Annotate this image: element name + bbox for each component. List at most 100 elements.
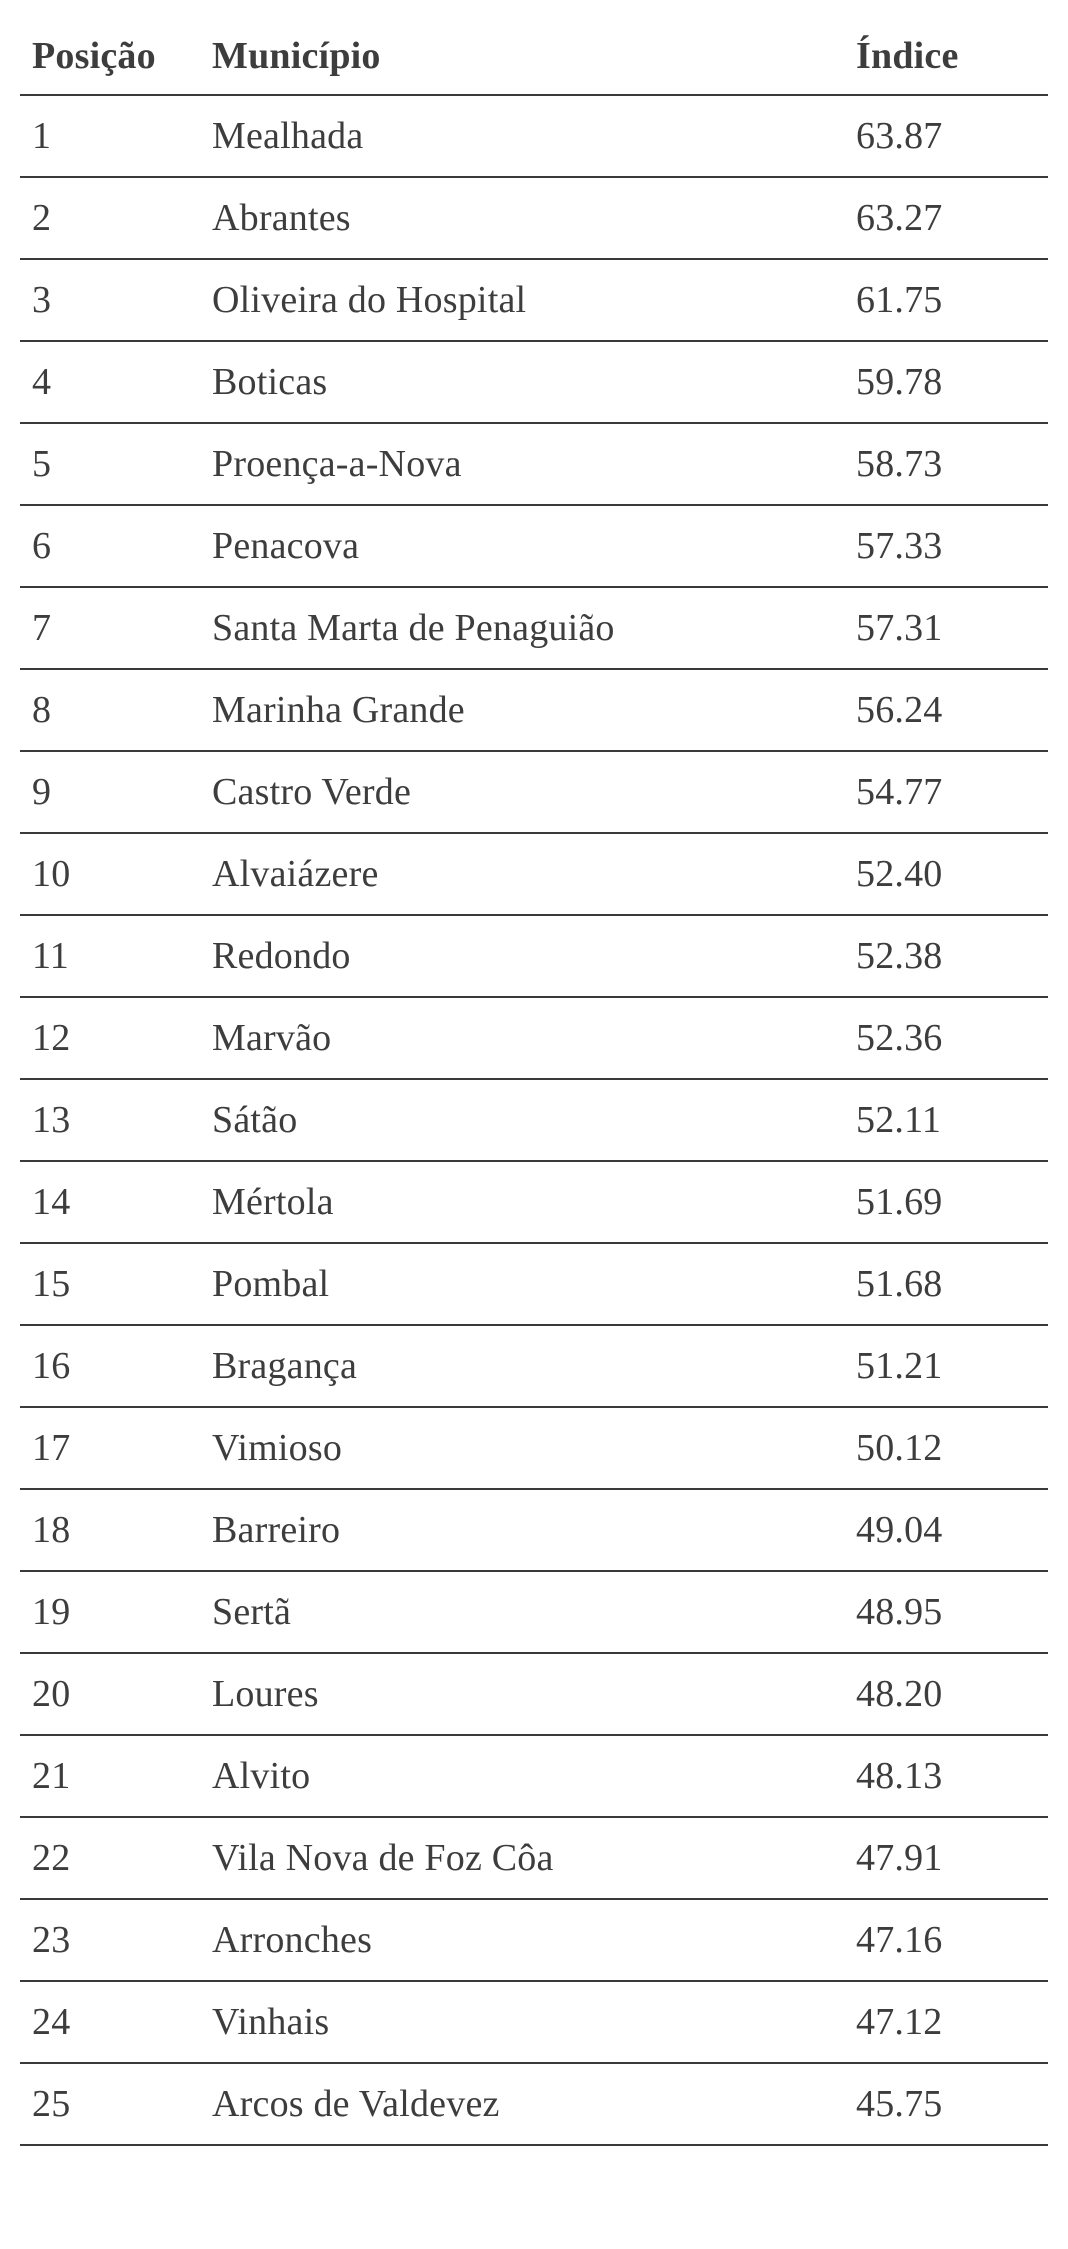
cell-posicao: 7 — [32, 606, 212, 650]
cell-posicao: 20 — [32, 1672, 212, 1716]
table-row: 18Barreiro49.04 — [20, 1490, 1048, 1572]
cell-municipio: Marvão — [212, 1016, 856, 1060]
cell-indice: 48.20 — [856, 1672, 1036, 1716]
cell-posicao: 14 — [32, 1180, 212, 1224]
table-row: 24Vinhais47.12 — [20, 1982, 1048, 2064]
cell-posicao: 9 — [32, 770, 212, 814]
cell-indice: 51.69 — [856, 1180, 1036, 1224]
header-posicao: Posição — [32, 34, 212, 78]
cell-municipio: Abrantes — [212, 196, 856, 240]
header-municipio: Município — [212, 34, 856, 78]
table-row: 16Bragança51.21 — [20, 1326, 1048, 1408]
table-row: 21Alvito48.13 — [20, 1736, 1048, 1818]
cell-posicao: 18 — [32, 1508, 212, 1552]
cell-posicao: 6 — [32, 524, 212, 568]
cell-posicao: 12 — [32, 1016, 212, 1060]
cell-posicao: 11 — [32, 934, 212, 978]
cell-indice: 58.73 — [856, 442, 1036, 486]
cell-posicao: 10 — [32, 852, 212, 896]
cell-posicao: 22 — [32, 1836, 212, 1880]
cell-posicao: 23 — [32, 1918, 212, 1962]
cell-posicao: 25 — [32, 2082, 212, 2126]
cell-municipio: Oliveira do Hospital — [212, 278, 856, 322]
cell-posicao: 13 — [32, 1098, 212, 1142]
table-row: 3Oliveira do Hospital61.75 — [20, 260, 1048, 342]
table-row: 11Redondo52.38 — [20, 916, 1048, 998]
table-row: 23Arronches47.16 — [20, 1900, 1048, 1982]
cell-posicao: 16 — [32, 1344, 212, 1388]
cell-indice: 49.04 — [856, 1508, 1036, 1552]
cell-municipio: Proença-a-Nova — [212, 442, 856, 486]
table-body: 1Mealhada63.872Abrantes63.273Oliveira do… — [20, 96, 1048, 2146]
cell-indice: 51.21 — [856, 1344, 1036, 1388]
table-row: 8Marinha Grande56.24 — [20, 670, 1048, 752]
cell-municipio: Castro Verde — [212, 770, 856, 814]
table-header-row: Posição Município Índice — [20, 20, 1048, 96]
cell-municipio: Arcos de Valdevez — [212, 2082, 856, 2126]
cell-indice: 52.11 — [856, 1098, 1036, 1142]
cell-municipio: Marinha Grande — [212, 688, 856, 732]
cell-indice: 61.75 — [856, 278, 1036, 322]
cell-indice: 45.75 — [856, 2082, 1036, 2126]
municipality-ranking-table: Posição Município Índice 1Mealhada63.872… — [20, 20, 1048, 2146]
cell-posicao: 17 — [32, 1426, 212, 1470]
cell-municipio: Alvaiázere — [212, 852, 856, 896]
cell-indice: 52.38 — [856, 934, 1036, 978]
cell-indice: 47.16 — [856, 1918, 1036, 1962]
table-row: 6Penacova57.33 — [20, 506, 1048, 588]
cell-municipio: Mértola — [212, 1180, 856, 1224]
table-row: 13Sátão52.11 — [20, 1080, 1048, 1162]
table-row: 2Abrantes63.27 — [20, 178, 1048, 260]
table-row: 22Vila Nova de Foz Côa47.91 — [20, 1818, 1048, 1900]
table-row: 4Boticas59.78 — [20, 342, 1048, 424]
cell-municipio: Loures — [212, 1672, 856, 1716]
cell-indice: 63.87 — [856, 114, 1036, 158]
table-row: 1Mealhada63.87 — [20, 96, 1048, 178]
cell-municipio: Pombal — [212, 1262, 856, 1306]
cell-municipio: Barreiro — [212, 1508, 856, 1552]
cell-municipio: Boticas — [212, 360, 856, 404]
table-row: 17Vimioso50.12 — [20, 1408, 1048, 1490]
cell-indice: 56.24 — [856, 688, 1036, 732]
table-row: 5Proença-a-Nova58.73 — [20, 424, 1048, 506]
cell-indice: 57.31 — [856, 606, 1036, 650]
cell-indice: 63.27 — [856, 196, 1036, 240]
cell-municipio: Vimioso — [212, 1426, 856, 1470]
table-row: 14Mértola51.69 — [20, 1162, 1048, 1244]
cell-posicao: 5 — [32, 442, 212, 486]
cell-indice: 57.33 — [856, 524, 1036, 568]
cell-posicao: 4 — [32, 360, 212, 404]
cell-municipio: Mealhada — [212, 114, 856, 158]
cell-municipio: Bragança — [212, 1344, 856, 1388]
table-row: 10Alvaiázere52.40 — [20, 834, 1048, 916]
cell-posicao: 21 — [32, 1754, 212, 1798]
cell-municipio: Vila Nova de Foz Côa — [212, 1836, 856, 1880]
cell-indice: 48.13 — [856, 1754, 1036, 1798]
cell-indice: 47.91 — [856, 1836, 1036, 1880]
table-row: 12Marvão52.36 — [20, 998, 1048, 1080]
cell-posicao: 1 — [32, 114, 212, 158]
cell-posicao: 24 — [32, 2000, 212, 2044]
table-row: 20Loures48.20 — [20, 1654, 1048, 1736]
cell-municipio: Redondo — [212, 934, 856, 978]
cell-municipio: Sertã — [212, 1590, 856, 1634]
table-row: 9Castro Verde54.77 — [20, 752, 1048, 834]
cell-posicao: 2 — [32, 196, 212, 240]
cell-municipio: Vinhais — [212, 2000, 856, 2044]
cell-indice: 52.40 — [856, 852, 1036, 896]
cell-municipio: Alvito — [212, 1754, 856, 1798]
cell-indice: 54.77 — [856, 770, 1036, 814]
cell-municipio: Sátão — [212, 1098, 856, 1142]
cell-indice: 48.95 — [856, 1590, 1036, 1634]
cell-municipio: Arronches — [212, 1918, 856, 1962]
table-row: 15Pombal51.68 — [20, 1244, 1048, 1326]
cell-municipio: Santa Marta de Penaguião — [212, 606, 856, 650]
cell-posicao: 3 — [32, 278, 212, 322]
cell-indice: 47.12 — [856, 2000, 1036, 2044]
cell-posicao: 8 — [32, 688, 212, 732]
cell-indice: 59.78 — [856, 360, 1036, 404]
cell-municipio: Penacova — [212, 524, 856, 568]
header-indice: Índice — [856, 34, 1036, 78]
cell-indice: 51.68 — [856, 1262, 1036, 1306]
cell-indice: 50.12 — [856, 1426, 1036, 1470]
